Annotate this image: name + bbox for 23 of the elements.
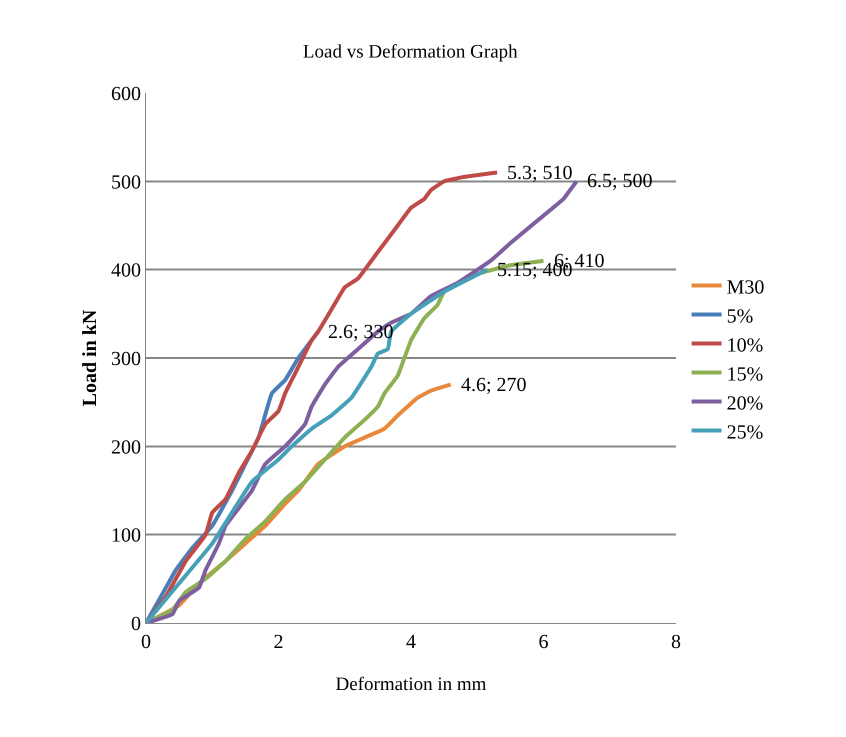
legend-label: M30 [726,276,764,298]
y-tick-label: 200 [111,436,141,458]
x-axis-title: Deformation in mm [336,674,487,695]
y-tick-label: 500 [111,171,141,194]
legend-label: 15% [726,363,764,386]
y-axis-title: Load in kN [79,309,101,406]
y-tick-label: 0 [131,613,141,635]
legend-label: 10% [726,334,764,356]
legend-label: 5% [726,305,754,328]
legend-label: 25% [726,421,764,444]
x-tick-label: 6 [538,631,548,653]
legend-label: 20% [726,392,764,414]
y-tick-label: 300 [111,348,141,370]
y-tick-label: 100 [111,524,141,547]
x-tick-label: 2 [274,631,284,653]
y-tick-label: 600 [111,83,141,105]
y-tick-label: 400 [111,260,141,282]
x-tick-label: 8 [671,631,681,653]
chart-title: Load vs Deformation Graph [302,42,518,63]
annotation: 6.5; 500 [587,170,653,192]
x-tick-label: 4 [406,631,416,653]
annotation: 4.6; 270 [461,374,527,396]
annotation: 5.3; 510 [507,162,573,184]
